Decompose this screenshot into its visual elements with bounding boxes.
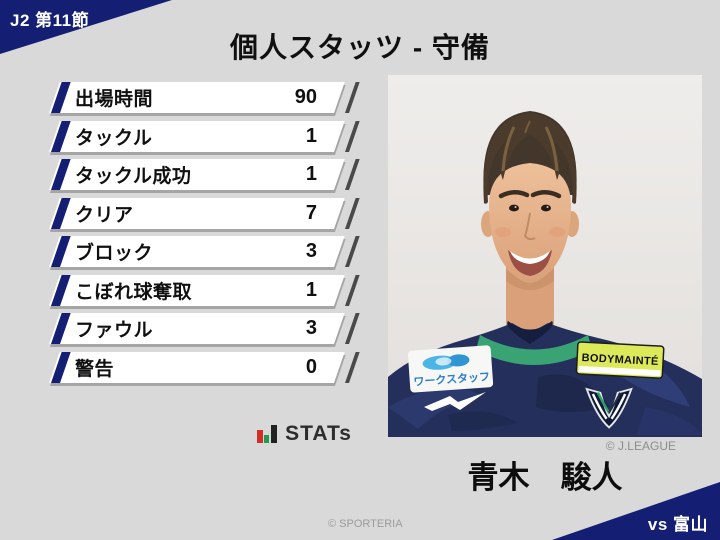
sponsor-patch-left: ワークスタッフ [407, 345, 494, 393]
stat-value: 3 [305, 317, 317, 339]
stat-label: こぼれ球奪取 [75, 281, 193, 303]
site-credit: © SPORTERIA [328, 518, 403, 530]
stat-row: ファウル 3 [49, 313, 359, 344]
stat-label: タックル成功 [75, 166, 192, 187]
stat-label: 出場時間 [75, 89, 154, 110]
row-end-slash-icon [344, 120, 359, 152]
bar-chart-icon-red [256, 430, 263, 443]
stat-value: 90 [294, 86, 317, 108]
sponsor-left-text: ワークスタッフ [413, 370, 490, 388]
player-photo: ワークスタッフ BODYMAINTÉ [388, 75, 702, 437]
row-end-slash-icon [344, 197, 359, 229]
stat-value: 7 [305, 201, 317, 224]
player-name: 青木 駿人 [467, 460, 623, 495]
stat-label: ブロック [75, 243, 154, 264]
row-end-slash-icon [344, 236, 359, 267]
stats-list: 出場時間 90 タックル 1 タックル成功 1 クリア 7 ブロック 3 [49, 82, 359, 390]
bar-chart-icon-dark [270, 425, 277, 443]
stats-brand-logo: STATs [256, 422, 352, 445]
stat-value: 1 [305, 278, 317, 301]
round-badge-label: J2 第11節 [10, 11, 90, 30]
stat-row: ブロック 3 [49, 236, 359, 267]
brand-mark-icon [424, 392, 486, 411]
opponent-label: vs 富山 [647, 515, 708, 534]
stats-brand-word: STATs [285, 422, 352, 445]
jersey-collar [507, 321, 553, 344]
row-end-slash-icon [344, 274, 359, 306]
row-end-slash-icon [344, 82, 359, 113]
club-crest-icon [585, 387, 633, 429]
stat-value: 3 [305, 240, 317, 262]
stat-row: クリア 7 [49, 197, 359, 229]
stat-row: 出場時間 90 [49, 82, 359, 113]
stat-row: タックル成功 1 [49, 159, 359, 190]
stat-row: こぼれ球奪取 1 [49, 274, 359, 306]
stat-value: 1 [305, 163, 317, 185]
collar-green-band [476, 335, 592, 365]
stat-label: ファウル [75, 320, 154, 341]
stat-label: 警告 [75, 358, 115, 380]
stat-value: 1 [305, 124, 317, 147]
stat-label: クリア [75, 204, 134, 226]
photo-credit: © J.LEAGUE [605, 439, 676, 453]
stat-label: タックル [75, 127, 153, 149]
page-title: 個人スタッツ - 守備 [230, 32, 490, 63]
stat-value: 0 [305, 355, 317, 378]
stat-row: 警告 0 [49, 351, 359, 383]
sponsor-right-text: BODYMAINTÉ [581, 351, 659, 368]
player-portrait-illustration: ワークスタッフ BODYMAINTÉ [388, 75, 702, 437]
row-end-slash-icon [344, 313, 359, 344]
sponsor-patch-right: BODYMAINTÉ [575, 341, 665, 379]
row-end-slash-icon [344, 159, 359, 190]
bar-chart-icon-green [264, 435, 270, 443]
stat-row: タックル 1 [49, 120, 359, 152]
row-end-slash-icon [344, 351, 359, 383]
